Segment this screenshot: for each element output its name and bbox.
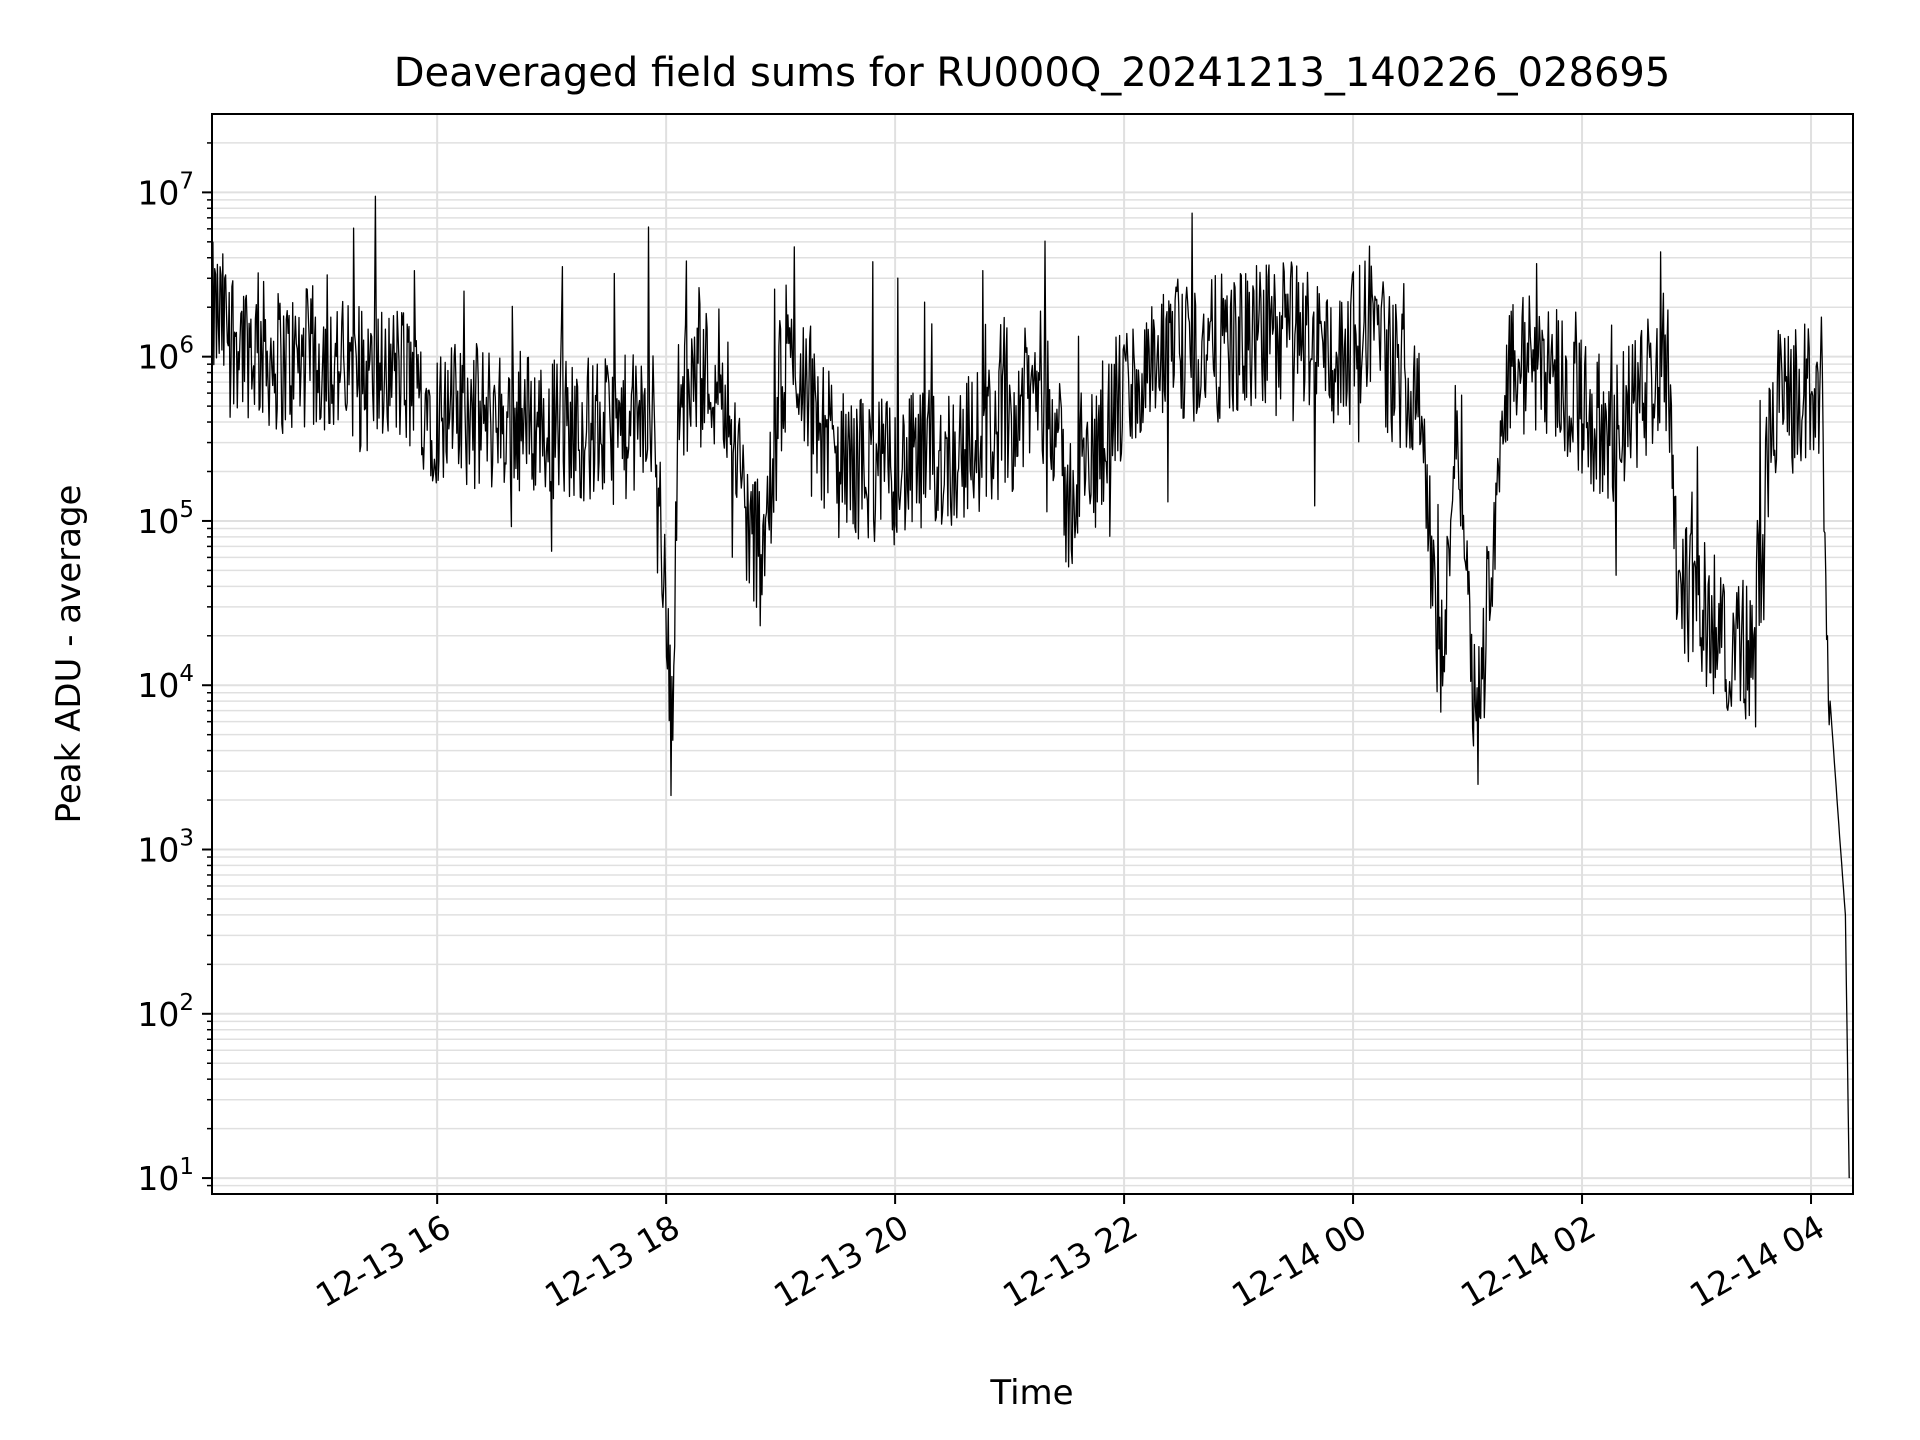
y-tick-label: 105	[137, 497, 194, 541]
y-tick-label: 101	[137, 1154, 194, 1198]
y-tick-label: 106	[137, 333, 194, 377]
chart-title: Deaveraged field sums for RU000Q_2024121…	[394, 50, 1671, 96]
series-line	[211, 195, 1850, 1179]
y-axis: 101 102 103 104 105 106 107	[137, 142, 212, 1198]
plot-frame	[211, 113, 1854, 1195]
x-axis-title: Time	[989, 1373, 1073, 1413]
y-tick-label: 103	[137, 826, 194, 870]
y-tick-label: 104	[137, 661, 194, 705]
y-tick-label: 102	[137, 990, 194, 1034]
y-axis-title: Peak ADU - average	[49, 485, 89, 824]
y-tick-label: 107	[137, 168, 194, 212]
series-layer	[211, 195, 1850, 1179]
